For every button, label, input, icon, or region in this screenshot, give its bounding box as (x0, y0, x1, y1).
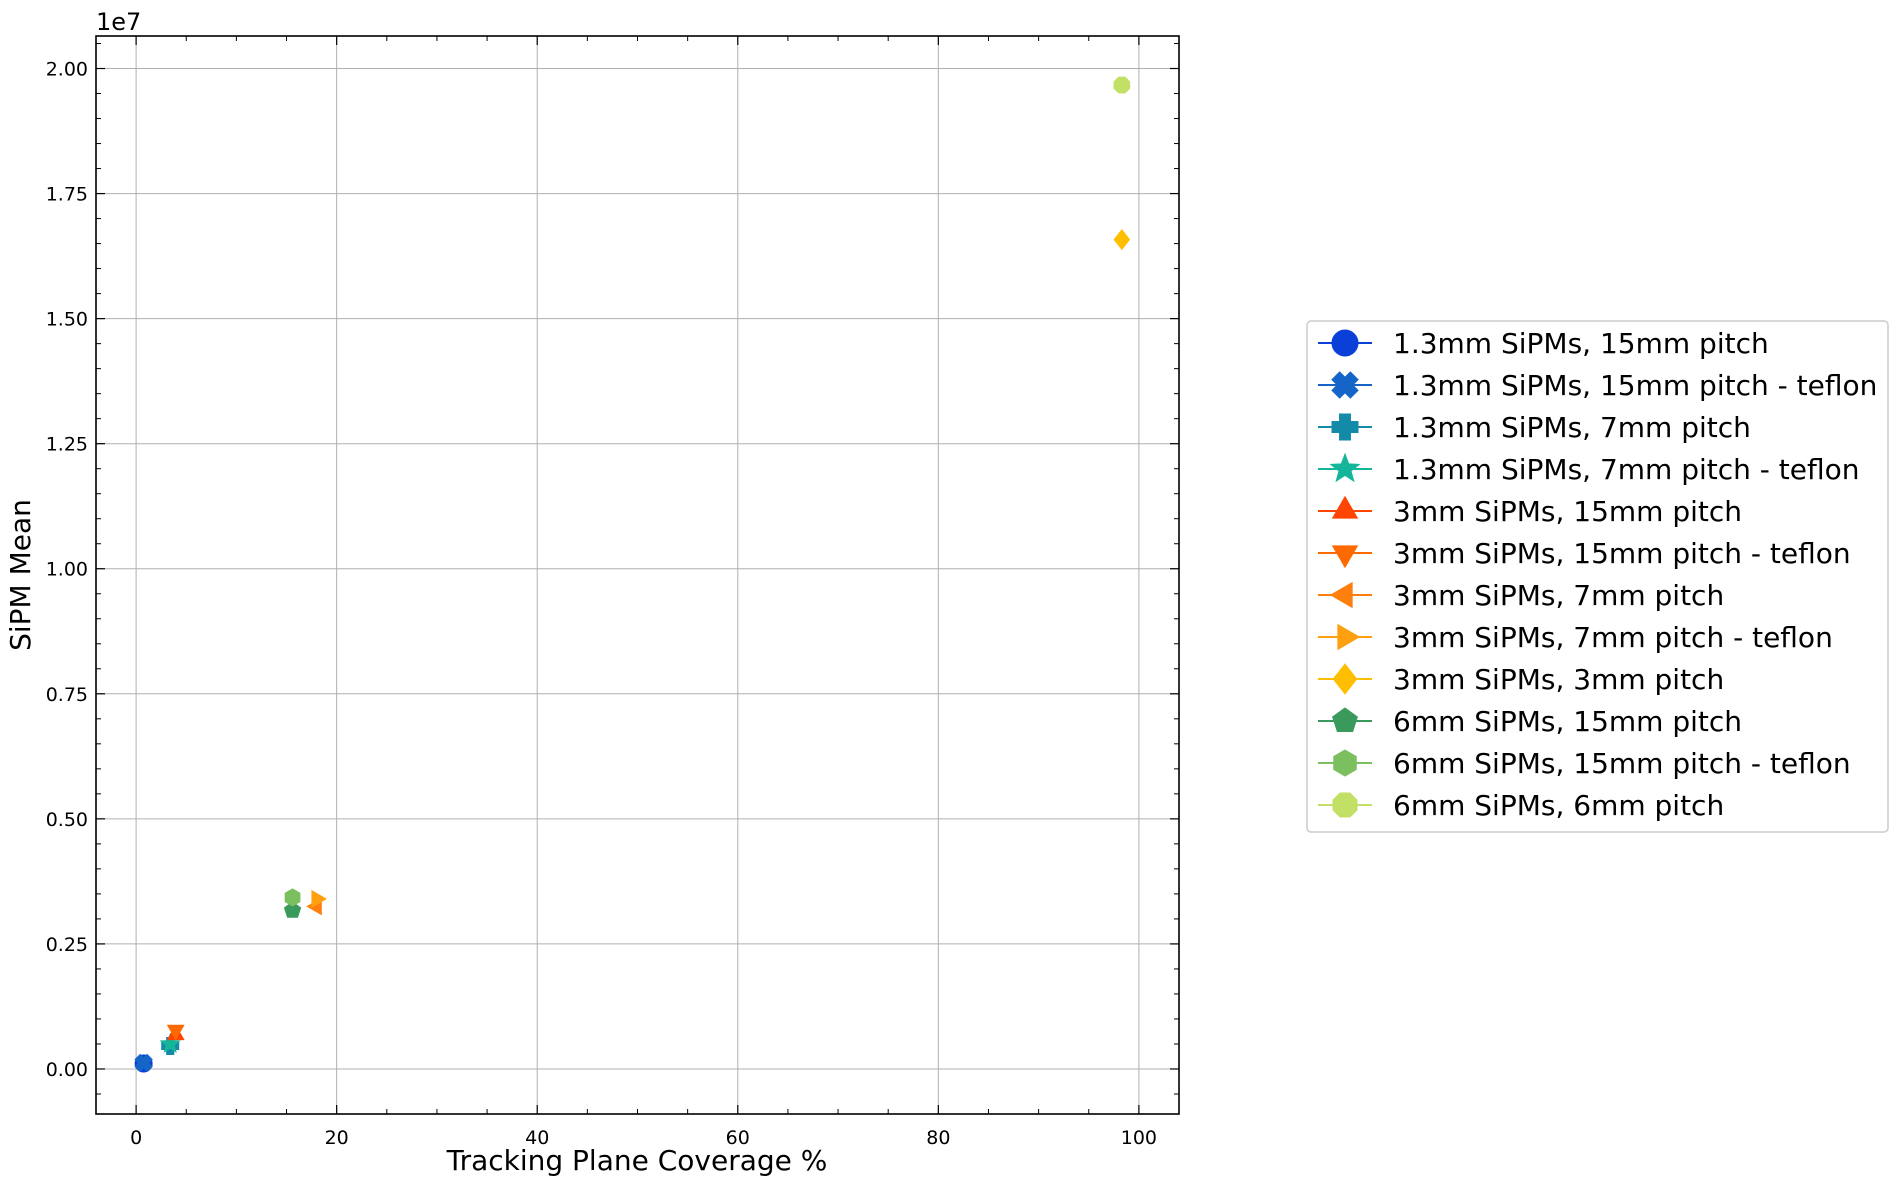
y-tick-label: 1.25 (46, 434, 88, 456)
legend-entry: 3mm SiPMs, 7mm pitch (1318, 579, 1724, 612)
legend-label: 1.3mm SiPMs, 7mm pitch - teflon (1393, 453, 1860, 486)
legend-entry: 3mm SiPMs, 15mm pitch - teflon (1318, 537, 1851, 570)
data-point (284, 888, 301, 907)
legend-marker (1329, 452, 1361, 483)
legend-marker (1332, 663, 1358, 695)
legend-entry: 6mm SiPMs, 15mm pitch - teflon (1318, 747, 1851, 780)
legend-entry: 6mm SiPMs, 15mm pitch (1318, 705, 1742, 738)
legend-marker (1331, 413, 1359, 441)
axis-ticks (96, 36, 1179, 1114)
legend-entry: 1.3mm SiPMs, 15mm pitch (1318, 327, 1769, 360)
x-tick-label: 80 (926, 1127, 950, 1149)
x-tick-label: 100 (1121, 1127, 1157, 1149)
y-tick-label: 1.50 (46, 309, 88, 331)
y-axis-label: SiPM Mean (4, 499, 37, 651)
legend-label: 3mm SiPMs, 7mm pitch - teflon (1393, 621, 1833, 654)
legend-entry: 3mm SiPMs, 15mm pitch (1318, 495, 1742, 528)
legend-entry: 1.3mm SiPMs, 15mm pitch - teflon (1318, 369, 1877, 402)
legend-label: 6mm SiPMs, 6mm pitch (1393, 789, 1724, 822)
y-tick-label: 1.00 (46, 559, 88, 581)
data-point (283, 901, 302, 918)
x-tick-label: 0 (130, 1127, 142, 1149)
data-point (134, 1053, 153, 1073)
legend-marker (1333, 749, 1357, 777)
legend: 1.3mm SiPMs, 15mm pitch 1.3mm SiPMs, 15mm… (1306, 320, 1889, 833)
y-tick-label: 1.75 (46, 184, 88, 206)
legend-marker (1332, 792, 1358, 818)
data-point (1113, 76, 1131, 94)
legend-marker (1331, 329, 1359, 357)
legend-frame (1306, 320, 1889, 833)
legend-entry: 6mm SiPMs, 6mm pitch (1318, 789, 1724, 822)
y-tick-label: 2.00 (46, 59, 88, 81)
legend-entry: 1.3mm SiPMs, 7mm pitch - teflon (1318, 452, 1860, 486)
legend-label: 1.3mm SiPMs, 15mm pitch - teflon (1393, 369, 1877, 402)
y-tick-label: 0.00 (46, 1059, 88, 1081)
y-offset-label: 1e7 (96, 8, 141, 36)
y-tick-label: 0.50 (46, 809, 88, 831)
y-tick-label: 0.75 (46, 684, 88, 706)
legend-marker (1332, 707, 1358, 733)
legend-label: 1.3mm SiPMs, 15mm pitch (1393, 327, 1769, 360)
legend-label: 1.3mm SiPMs, 7mm pitch (1393, 411, 1751, 444)
legend-entry: 1.3mm SiPMs, 7mm pitch (1318, 411, 1751, 444)
legend-entry: 3mm SiPMs, 3mm pitch (1318, 663, 1724, 696)
legend-marker (1331, 371, 1359, 399)
legend-label: 6mm SiPMs, 15mm pitch - teflon (1393, 747, 1851, 780)
legend-label: 3mm SiPMs, 15mm pitch - teflon (1393, 537, 1851, 570)
data-point (166, 1024, 185, 1041)
y-tick-labels: 0.00 0.25 0.50 0.75 1.00 1.25 1.50 1.75 2.00 (46, 59, 88, 1081)
data-point (1113, 229, 1131, 251)
grid (96, 36, 1179, 1114)
legend-entry: 3mm SiPMs, 7mm pitch - teflon (1318, 621, 1833, 654)
legend-marker (1337, 623, 1361, 651)
y-tick-label: 0.25 (46, 934, 88, 956)
x-tick-label: 20 (325, 1127, 349, 1149)
x-tick-labels: 0 20 40 60 80 100 (130, 1127, 1157, 1149)
legend-label: 6mm SiPMs, 15mm pitch (1393, 705, 1742, 738)
legend-marker (1331, 545, 1359, 569)
data-point (311, 889, 327, 908)
x-axis-label: Tracking Plane Coverage % (446, 1144, 828, 1177)
legend-label: 3mm SiPMs, 3mm pitch (1393, 663, 1724, 696)
legend-marker (1329, 581, 1353, 609)
x-tick-label: 40 (525, 1127, 549, 1149)
x-tick-label: 60 (726, 1127, 750, 1149)
data-point (159, 1032, 181, 1054)
plot-frame (95, 35, 1180, 1115)
legend-marker (1331, 495, 1359, 519)
data-points (134, 76, 1131, 1073)
legend-label: 3mm SiPMs, 7mm pitch (1393, 579, 1724, 612)
legend-label: 3mm SiPMs, 15mm pitch (1393, 495, 1742, 528)
